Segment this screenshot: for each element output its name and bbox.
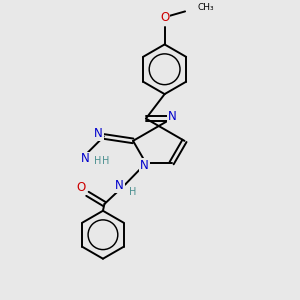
Text: O: O [76, 181, 86, 194]
Text: N: N [168, 110, 177, 123]
Text: N: N [115, 179, 124, 192]
Text: N: N [94, 127, 103, 140]
Text: H: H [129, 188, 136, 197]
Text: H: H [102, 156, 109, 166]
Text: N: N [80, 152, 89, 166]
Text: CH₃: CH₃ [197, 3, 214, 12]
Text: O: O [160, 11, 169, 24]
Text: N: N [140, 159, 149, 172]
Text: H: H [94, 156, 102, 166]
